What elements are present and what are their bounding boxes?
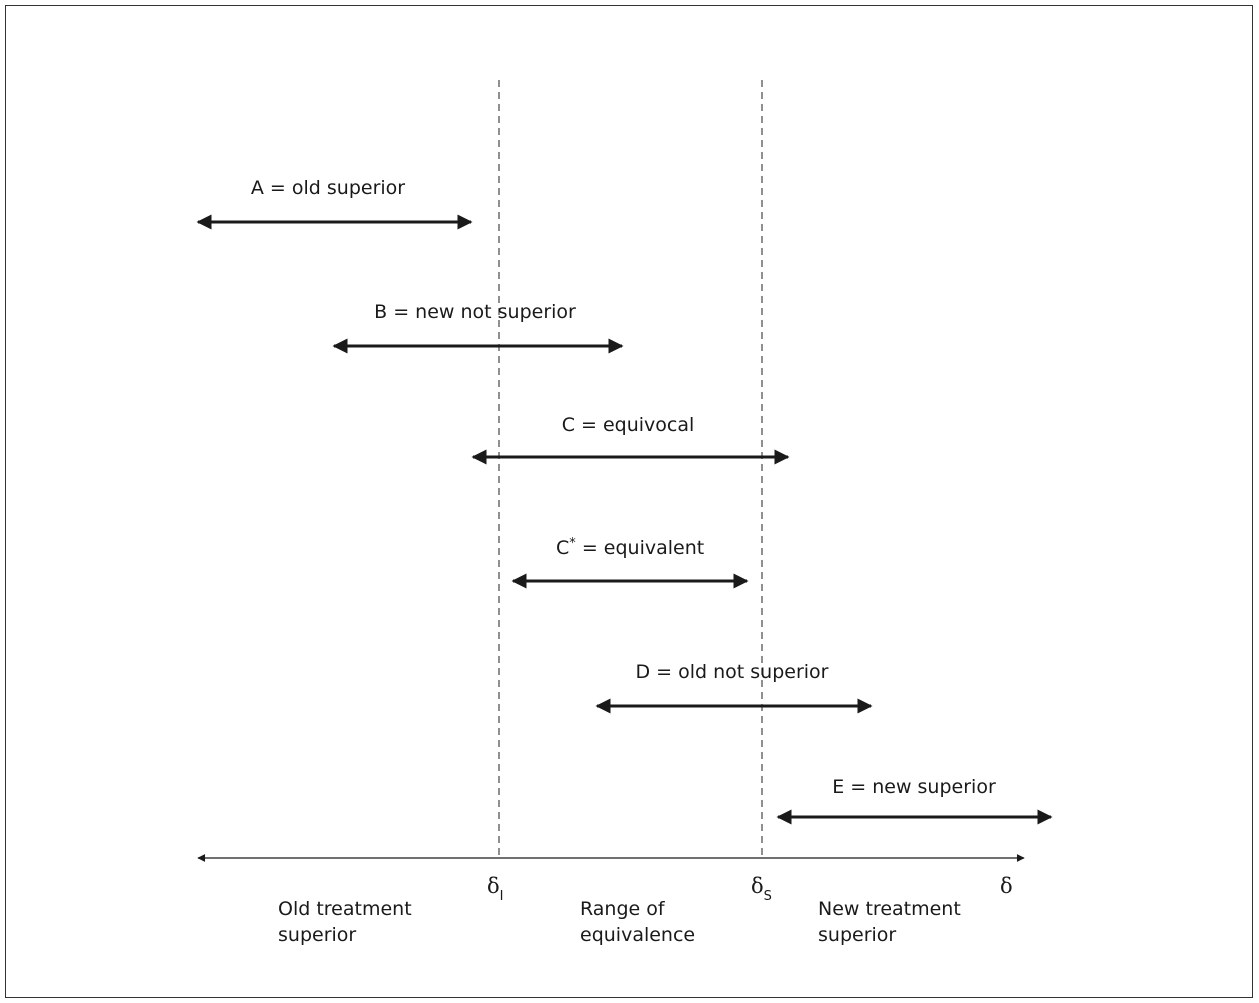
region-old-label-line1: Old treatment [278,898,412,920]
arrow-a-label: A = old superior [251,177,405,199]
delta-end-label: δ [1000,874,1013,898]
delta-upper-symbol: δ [751,874,764,898]
arrow-c-star-label: C* = equivalent [556,536,704,559]
region-new-label-line2: superior [818,924,896,946]
arrow-b-label: B = new not superior [374,301,576,323]
region-old-label-line2: superior [278,924,356,946]
delta-lower-label: δI [487,874,504,904]
region-range-label-line1: Range of [580,898,666,920]
arrow-c-label: C = equivocal [562,414,695,436]
region-range-label-line2: equivalence [580,924,695,946]
arrow-c-star-label-sup: * [569,536,576,551]
delta-upper-subscript: S [764,889,772,904]
arrow-e-label: E = new superior [832,776,996,798]
region-new-label-line1: New treatment [818,898,961,920]
delta-lower-symbol: δ [487,874,500,898]
delta-upper-label: δS [751,874,772,904]
arrow-c-star-label-rest: = equivalent [576,537,704,559]
diagram-frame [5,5,1253,998]
arrow-c-star-label-main: C [556,537,569,559]
arrow-d-label: D = old not superior [635,661,828,683]
delta-lower-subscript: I [500,889,504,904]
